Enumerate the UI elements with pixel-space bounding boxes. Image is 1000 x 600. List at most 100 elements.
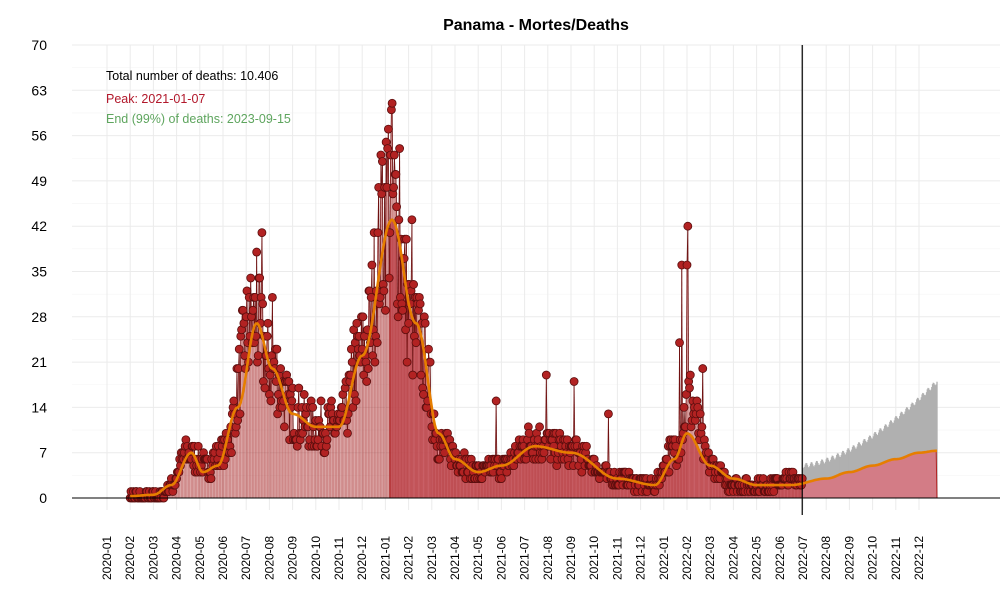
- projection-bar: [901, 412, 903, 498]
- daily-point: [383, 124, 393, 134]
- daily-point: [695, 409, 705, 419]
- y-tick-label: 70: [31, 37, 47, 53]
- daily-point: [206, 474, 216, 483]
- daily-point: [370, 357, 380, 367]
- daily-point: [284, 377, 294, 386]
- x-tick-label: 2021-01: [378, 536, 392, 580]
- daily-point: [389, 150, 399, 160]
- daily-point: [257, 228, 267, 238]
- daily-point: [327, 396, 336, 406]
- projection-bar: [912, 404, 915, 498]
- y-tick-label: 56: [31, 128, 47, 144]
- projection-bar: [922, 393, 925, 498]
- peak-annotation: Peak: 2021-01-07: [106, 92, 205, 106]
- daily-point: [366, 292, 376, 302]
- daily-point: [235, 409, 245, 419]
- daily-point: [351, 396, 361, 406]
- daily-point: [248, 305, 258, 315]
- daily-point: [253, 351, 263, 361]
- daily-point: [685, 370, 695, 380]
- x-tick-label: 2020-12: [355, 536, 369, 580]
- x-tick-label: 2020-05: [193, 536, 207, 580]
- daily-point: [246, 273, 256, 283]
- projection-bar: [895, 416, 898, 498]
- x-tick-label: 2022-11: [889, 537, 903, 580]
- x-tick-label: 2020-06: [216, 536, 230, 580]
- daily-point: [582, 441, 591, 451]
- daily-point: [380, 305, 390, 315]
- daily-point: [491, 396, 501, 406]
- daily-point: [420, 318, 430, 328]
- projection-bar: [899, 413, 902, 498]
- y-tick-label: 28: [31, 309, 47, 325]
- x-tick-label: 2022-09: [842, 536, 856, 580]
- y-tick-label: 7: [39, 445, 47, 461]
- daily-point: [308, 402, 318, 412]
- daily-point: [262, 331, 272, 341]
- daily-point: [496, 474, 506, 483]
- daily-point: [267, 292, 277, 302]
- x-tick-label: 2021-11: [610, 537, 624, 580]
- daily-point: [535, 422, 544, 432]
- daily-point: [347, 357, 357, 367]
- daily-point: [415, 299, 425, 309]
- projection-bar: [905, 408, 907, 498]
- daily-point: [378, 157, 387, 166]
- daily-point: [419, 390, 428, 399]
- y-tick-label: 21: [31, 354, 47, 370]
- end-annotation: End (99%) of deaths: 2023-09-15: [106, 112, 291, 126]
- projection-bar: [913, 405, 916, 498]
- daily-point: [258, 299, 268, 309]
- projection-bar: [919, 400, 921, 498]
- daily-point: [363, 364, 373, 373]
- x-tick-label: 2022-02: [680, 536, 694, 580]
- projection-bar: [906, 407, 909, 498]
- projection-bar: [921, 394, 923, 498]
- daily-point: [409, 280, 418, 289]
- daily-point: [395, 144, 405, 153]
- projection-bar: [934, 385, 937, 498]
- daily-point: [352, 318, 362, 328]
- daily-point: [337, 402, 347, 412]
- daily-point: [434, 454, 444, 464]
- x-tick-label: 2022-03: [703, 536, 717, 580]
- daily-point: [372, 338, 382, 348]
- projection-bar: [911, 402, 913, 498]
- projection-bar: [924, 395, 926, 498]
- x-tick-label: 2022-12: [912, 536, 926, 580]
- projection-bar: [900, 411, 902, 498]
- daily-point: [266, 396, 276, 406]
- x-tick-label: 2021-03: [425, 536, 439, 580]
- daily-point: [252, 247, 262, 257]
- x-tick-label: 2020-09: [286, 536, 300, 580]
- projection-bar: [916, 397, 919, 498]
- y-tick-label: 42: [31, 218, 47, 234]
- daily-point: [683, 221, 693, 231]
- daily-point: [276, 364, 286, 373]
- projection-bar: [894, 417, 896, 498]
- x-tick-label: 2021-04: [448, 536, 462, 580]
- x-tick-label: 2020-02: [123, 536, 137, 580]
- daily-point: [234, 344, 244, 354]
- daily-point: [393, 312, 403, 322]
- daily-point: [379, 286, 389, 296]
- daily-point: [322, 435, 332, 445]
- daily-point: [299, 390, 309, 399]
- daily-connector: [573, 381, 576, 447]
- daily-point: [287, 396, 297, 406]
- projection-bar: [925, 392, 928, 498]
- daily-point: [682, 260, 692, 270]
- y-tick-label: 49: [31, 173, 47, 189]
- daily-connector: [495, 400, 498, 466]
- y-tick-label: 35: [31, 264, 47, 280]
- projection-bar: [931, 384, 934, 498]
- daily-point: [193, 441, 203, 451]
- daily-point: [294, 383, 304, 393]
- projection-bar: [925, 394, 927, 498]
- daily-connector: [545, 375, 548, 434]
- daily-point: [604, 409, 613, 419]
- x-tick-label: 2022-08: [819, 536, 833, 580]
- projection-bar: [932, 382, 934, 498]
- projection-bar: [923, 394, 925, 498]
- daily-point: [698, 364, 708, 373]
